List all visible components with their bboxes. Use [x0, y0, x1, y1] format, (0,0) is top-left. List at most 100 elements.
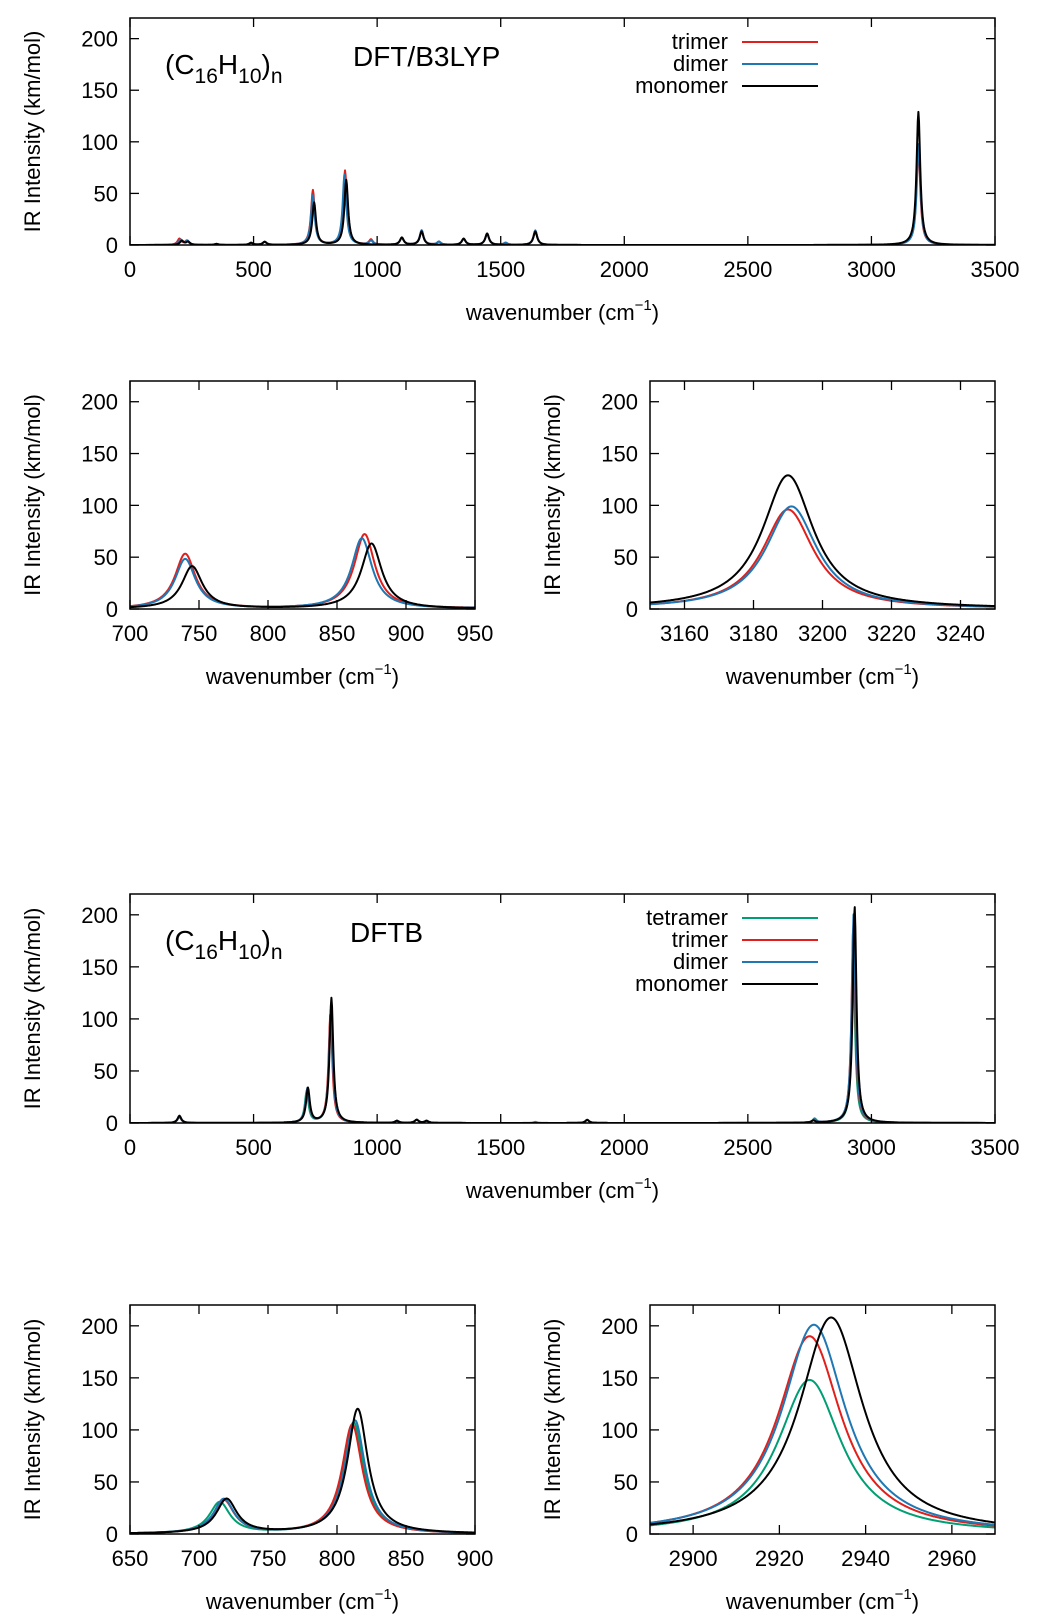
- series-line-dimer: [650, 505, 995, 608]
- y-tick-label: 100: [81, 493, 118, 518]
- chart-panel-dft-zoom-right: 3160 3180 3200 3220 3240 0 50 100 150 200 wavenumb…: [540, 380, 996, 689]
- y-tick-label: 200: [81, 1314, 118, 1339]
- series-line-tetramer: [130, 968, 995, 1123]
- plot-frame: [649, 380, 996, 610]
- y-tick-label: 0: [626, 597, 638, 622]
- series-line-trimer: [130, 533, 475, 609]
- legend-label-monomer: monomer: [635, 971, 728, 996]
- x-tick-label: 500: [235, 1135, 272, 1160]
- series-line-tetramer: [130, 1421, 475, 1534]
- series-group: [130, 906, 995, 1123]
- y-tick-label: 50: [614, 545, 638, 570]
- series-line-dimer: [130, 1419, 475, 1534]
- x-tick-label: 3000: [847, 257, 896, 282]
- x-tick-label: 2500: [723, 257, 772, 282]
- y-axis-label: IR Intensity (km/mol): [20, 908, 45, 1110]
- series-line-monomer: [130, 542, 475, 609]
- y-tick-label: 150: [601, 1366, 638, 1391]
- series-line-tetramer: [650, 1378, 995, 1529]
- legend-label-monomer: monomer: [635, 73, 728, 98]
- y-tick-label: 50: [94, 545, 118, 570]
- y-tick-label: 100: [81, 1007, 118, 1032]
- y-tick-label: 50: [94, 1059, 118, 1084]
- series-group: [130, 110, 995, 245]
- method-annotation: DFT/B3LYP: [353, 41, 500, 72]
- x-tick-label: 3220: [867, 621, 916, 646]
- series-line-monomer: [130, 110, 995, 245]
- chart-panel-dft-zoom-left: 700 750 800 850 900 950 0 50 100 150 200 wavenumber…: [20, 380, 493, 689]
- chart-panel-dftb-zoom-right: 2900 2920 2940 2960 0 50 100 150 200 wavenumber (…: [540, 1304, 996, 1614]
- x-tick-label: 800: [319, 1546, 356, 1571]
- x-tick-label: 900: [457, 1546, 494, 1571]
- x-tick-label: 3160: [660, 621, 709, 646]
- chart-panel-dftb-zoom-left: 650 700 750 800 850 900 0 50 100 150 200 wavenumber…: [20, 1304, 494, 1614]
- y-tick-label: 150: [81, 78, 118, 103]
- y-axis-label: IR Intensity (km/mol): [20, 394, 45, 596]
- plot-frame: [129, 380, 476, 610]
- y-tick-label: 150: [81, 955, 118, 980]
- x-tick-label: 1500: [476, 1135, 525, 1160]
- x-tick-label: 700: [112, 621, 149, 646]
- y-tick-label: 0: [106, 233, 118, 258]
- series-group: [130, 533, 475, 609]
- x-tick-label: 850: [388, 1546, 425, 1571]
- y-tick-label: 100: [81, 1418, 118, 1443]
- y-tick-label: 0: [106, 1522, 118, 1547]
- y-tick-label: 0: [626, 1522, 638, 1547]
- x-tick-label: 2500: [723, 1135, 772, 1160]
- series-group: [130, 1407, 475, 1534]
- y-tick-label: 50: [94, 181, 118, 206]
- x-tick-label: 850: [319, 621, 356, 646]
- x-tick-label: 2000: [600, 257, 649, 282]
- x-tick-label: 3240: [936, 621, 985, 646]
- x-axis-label: wavenumber (cm−1): [205, 1586, 399, 1614]
- y-tick-label: 0: [106, 1111, 118, 1136]
- series-line-dimer: [650, 1323, 995, 1526]
- x-tick-label: 800: [250, 621, 287, 646]
- y-tick-label: 100: [81, 130, 118, 155]
- y-tick-label: 150: [81, 442, 118, 467]
- y-tick-label: 100: [601, 1418, 638, 1443]
- y-axis-label: IR Intensity (km/mol): [540, 394, 565, 596]
- formula-annotation: (C16H10)n: [165, 49, 283, 88]
- x-tick-label: 650: [112, 1546, 149, 1571]
- series-line-monomer: [130, 1407, 475, 1534]
- y-tick-label: 50: [614, 1470, 638, 1495]
- x-axis-label: wavenumber (cm−1): [725, 661, 919, 689]
- x-tick-label: 2000: [600, 1135, 649, 1160]
- plot-frame: [129, 1304, 476, 1535]
- series-group: [650, 474, 995, 608]
- formula-annotation: (C16H10)n: [165, 925, 283, 964]
- x-tick-label: 0: [124, 257, 136, 282]
- x-tick-label: 3500: [971, 1135, 1020, 1160]
- y-tick-label: 200: [81, 390, 118, 415]
- x-tick-label: 3000: [847, 1135, 896, 1160]
- legend-label-trimer: trimer: [672, 29, 728, 54]
- x-tick-label: 2960: [927, 1546, 976, 1571]
- x-tick-label: 900: [388, 621, 425, 646]
- y-tick-label: 200: [81, 903, 118, 928]
- chart-panel-dft-full: 0 500 1000 1500 2000 2500 3000 3500 0 50 100 150 200…: [20, 17, 1020, 325]
- x-tick-label: 0: [124, 1135, 136, 1160]
- x-tick-label: 2940: [841, 1546, 890, 1571]
- y-axis-label: IR Intensity (km/mol): [540, 1319, 565, 1521]
- y-axis-label: IR Intensity (km/mol): [20, 31, 45, 233]
- legend-label-dimer: dimer: [673, 949, 728, 974]
- y-tick-label: 200: [601, 1314, 638, 1339]
- x-tick-label: 3180: [729, 621, 778, 646]
- x-tick-label: 1500: [476, 257, 525, 282]
- x-tick-label: 2900: [669, 1546, 718, 1571]
- y-tick-label: 100: [601, 493, 638, 518]
- y-tick-label: 150: [81, 1366, 118, 1391]
- series-line-trimer: [130, 144, 995, 245]
- y-axis-label: IR Intensity (km/mol): [20, 1319, 45, 1521]
- method-annotation: DFTB: [350, 917, 423, 948]
- y-tick-label: 150: [601, 442, 638, 467]
- series-group: [650, 1316, 995, 1529]
- x-axis-label: wavenumber (cm−1): [205, 661, 399, 689]
- legend-label-dimer: dimer: [673, 51, 728, 76]
- x-tick-label: 3500: [971, 257, 1020, 282]
